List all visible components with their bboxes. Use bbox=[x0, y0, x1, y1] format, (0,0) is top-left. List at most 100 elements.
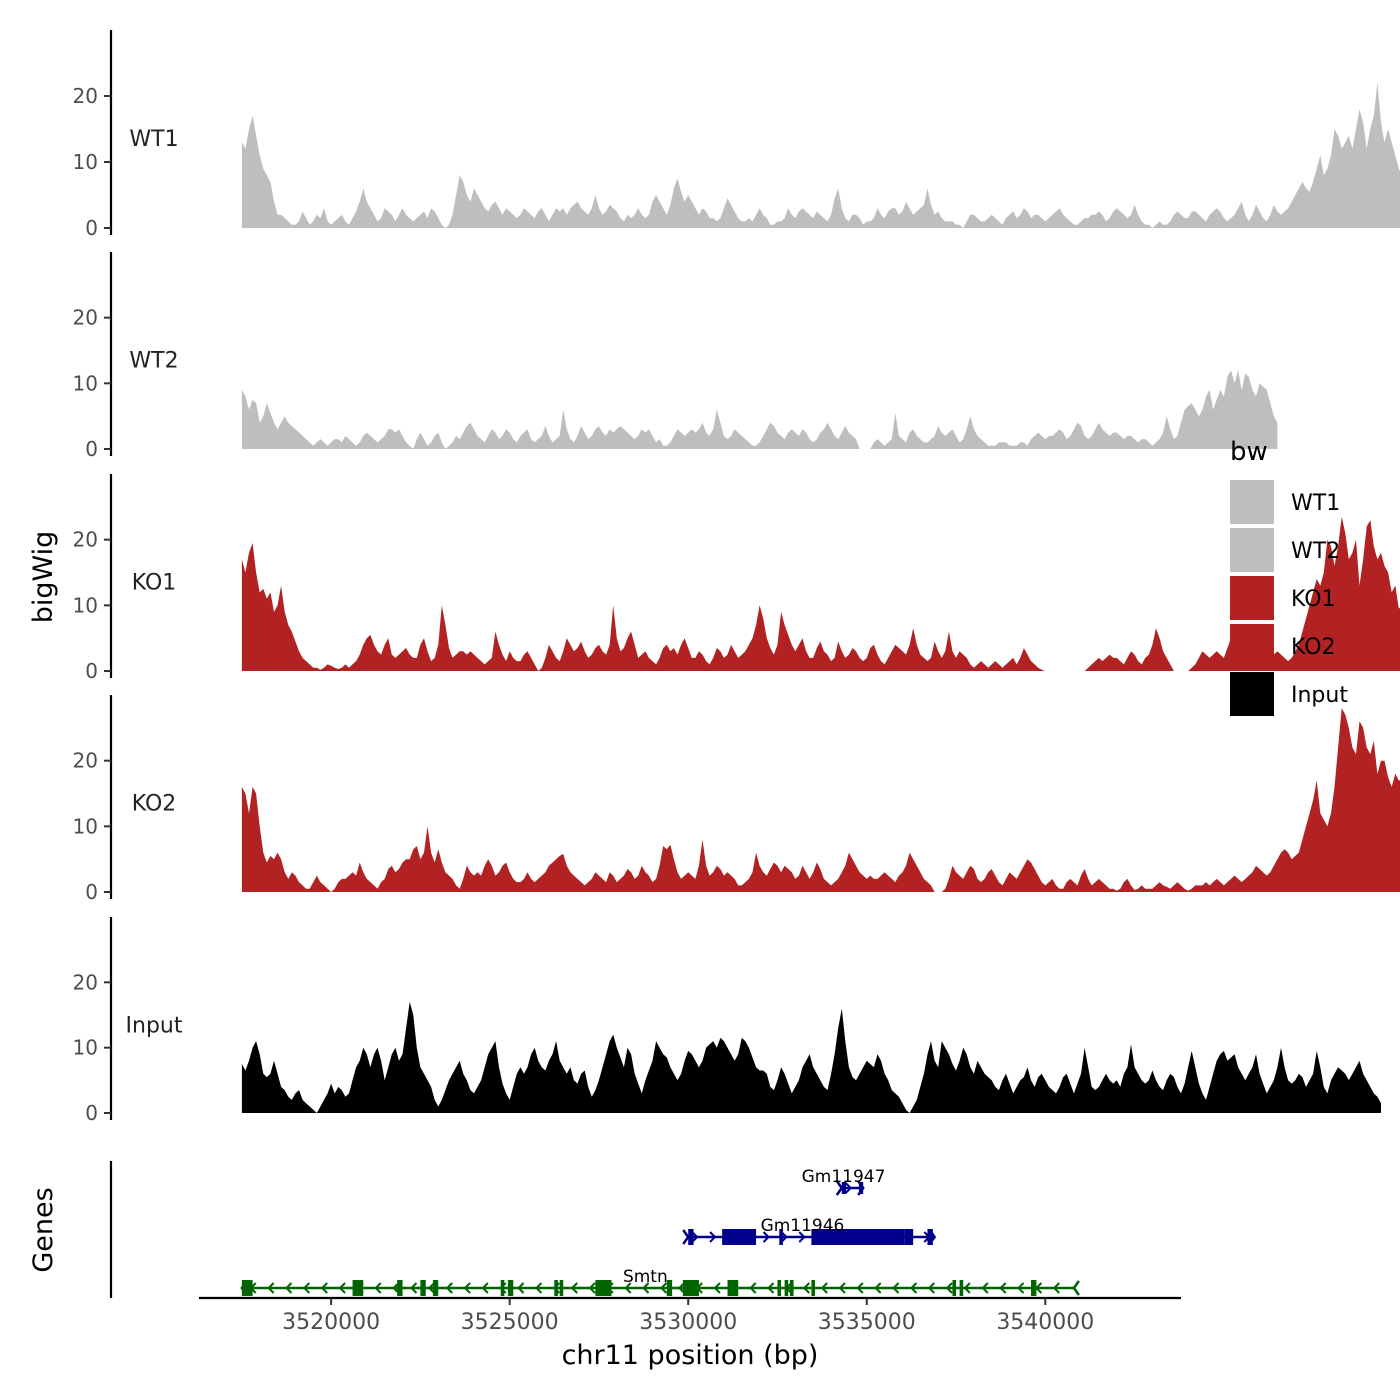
gm11947-strand-arrow bbox=[844, 1182, 853, 1194]
x-axis: 3520000 3525000 3530000 3535000 3540000 chr1… bbox=[199, 1296, 1181, 1371]
smtn-strand-arrow bbox=[267, 1282, 275, 1294]
genes-axis-title: Genes bbox=[28, 1187, 59, 1272]
smtn-start-cap bbox=[240, 1280, 248, 1296]
ko2-y-ticks: 0 10 20 bbox=[73, 749, 111, 904]
track-panel-ko2: KO2 0 10 20 bbox=[73, 695, 1400, 904]
legend: bw WT1 WT2 KO1 KO2 Input bbox=[1230, 437, 1348, 716]
gm11946-strand-arrow bbox=[905, 1231, 913, 1243]
smtn-strand-arrow bbox=[802, 1282, 810, 1294]
gm11946-strand-arrow bbox=[869, 1231, 878, 1243]
gm11946-strand-arrow bbox=[727, 1231, 735, 1243]
legend-swatch-input bbox=[1230, 672, 1274, 716]
gm11946-label: Gm11946 bbox=[761, 1216, 845, 1236]
smtn-strand-arrow bbox=[767, 1282, 775, 1294]
smtn-exon-19 bbox=[959, 1280, 964, 1296]
smtn-strand-arrow bbox=[624, 1282, 632, 1294]
input-coverage-area bbox=[241, 1001, 1381, 1113]
ko1-y-tick-label-20: 20 bbox=[73, 528, 98, 552]
smtn-exon-18 bbox=[952, 1280, 957, 1296]
smtn-exon-3 bbox=[397, 1280, 403, 1296]
smtn-strand-arrow bbox=[356, 1282, 364, 1294]
wt1-y-tick-label-10: 10 bbox=[73, 150, 98, 174]
smtn-strand-arrow bbox=[927, 1282, 935, 1294]
smtn-strand-arrow bbox=[552, 1282, 561, 1294]
smtn-strand-arrow bbox=[856, 1282, 864, 1294]
ko2-coverage-area bbox=[241, 708, 1400, 892]
smtn-exon-7 bbox=[507, 1280, 514, 1296]
legend-items: WT1 WT2 KO1 KO2 Input bbox=[1230, 480, 1348, 716]
gm11946-strand-arrow bbox=[816, 1231, 824, 1243]
smtn-strand-arrow bbox=[785, 1282, 793, 1294]
smtn-strand-arrow bbox=[1017, 1282, 1025, 1294]
gm11946-exon-5 bbox=[904, 1229, 914, 1245]
smtn-strand-arrow bbox=[374, 1282, 382, 1294]
gm11946-strand-arrow bbox=[887, 1231, 895, 1243]
wt1-y-tick-label-20: 20 bbox=[73, 84, 98, 108]
x-axis-ticks: 3520000 3525000 3530000 3535000 3540000 bbox=[282, 1298, 1094, 1335]
smtn-strand-arrow bbox=[695, 1282, 703, 1294]
smtn-strand-arrow bbox=[874, 1282, 882, 1294]
gm11947-strand-arrows bbox=[835, 1180, 865, 1196]
smtn-strand-arrows bbox=[240, 1280, 1080, 1296]
smtn-strand-arrow bbox=[249, 1282, 257, 1294]
gm11946-strand-arrow bbox=[834, 1231, 842, 1243]
gm11946-end-cap bbox=[928, 1229, 937, 1245]
gm11946-strand-arrow bbox=[798, 1231, 806, 1243]
smtn-strand-arrow bbox=[749, 1282, 757, 1294]
x-tick-label-3540000: 3540000 bbox=[996, 1310, 1094, 1335]
wt2-y-tick-label-20: 20 bbox=[73, 306, 98, 330]
gm11947-end-cap bbox=[857, 1180, 865, 1196]
smtn-exon-1 bbox=[241, 1280, 253, 1296]
smtn-strand-arrow bbox=[731, 1282, 739, 1294]
wt2-coverage-area bbox=[241, 370, 1278, 449]
smtn-strand-arrow bbox=[338, 1282, 346, 1294]
smtn-exon-5 bbox=[432, 1280, 439, 1296]
smtn-strand-arrow bbox=[677, 1282, 685, 1294]
gm11947-label: Gm11947 bbox=[802, 1167, 886, 1187]
ko1-coverage-area bbox=[241, 516, 1400, 671]
legend-label-wt2: WT2 bbox=[1291, 539, 1340, 564]
gm11947-exons bbox=[841, 1182, 864, 1194]
smtn-strand-arrow bbox=[1034, 1282, 1043, 1294]
smtn-strand-arrow bbox=[302, 1282, 311, 1294]
legend-label-input: Input bbox=[1291, 683, 1348, 708]
gm11946-strand-arrow bbox=[852, 1231, 860, 1243]
smtn-exon-9 bbox=[559, 1280, 564, 1296]
smtn-strand-arrow bbox=[999, 1282, 1007, 1294]
smtn-exon-14 bbox=[777, 1280, 782, 1296]
gm11946-strand-arrow bbox=[709, 1231, 717, 1243]
wt1-coverage-area bbox=[241, 82, 1400, 228]
smtn-exon-17 bbox=[811, 1280, 815, 1296]
smtn-strand-arrow bbox=[892, 1282, 900, 1294]
smtn-exon-11 bbox=[666, 1280, 673, 1296]
input-y-tick-label-0: 0 bbox=[85, 1101, 98, 1125]
legend-swatch-wt2 bbox=[1230, 528, 1274, 572]
smtn-end-cap bbox=[1072, 1280, 1080, 1296]
smtn-strand-arrow bbox=[945, 1282, 953, 1294]
gm11946-start-cap bbox=[682, 1229, 690, 1245]
gene-smtn: Smtn bbox=[240, 1267, 1080, 1296]
gm11947-exon-2 bbox=[858, 1182, 864, 1194]
gm11946-strand-arrow bbox=[744, 1231, 753, 1243]
smtn-strand-arrow bbox=[981, 1282, 989, 1294]
ko2-track-label: KO2 bbox=[132, 792, 177, 817]
x-tick-label-3530000: 3530000 bbox=[639, 1310, 737, 1335]
track-panel-ko1: KO1 0 10 20 bbox=[73, 474, 1400, 683]
wt2-y-tick-label-10: 10 bbox=[73, 371, 98, 395]
smtn-strand-arrow bbox=[517, 1282, 525, 1294]
input-y-tick-label-20: 20 bbox=[73, 970, 98, 994]
x-tick-label-3525000: 3525000 bbox=[461, 1310, 559, 1335]
gm11946-strand-arrow bbox=[923, 1231, 931, 1243]
gm11946-strand-arrows bbox=[682, 1229, 937, 1245]
gene-gm11946: Gm11946 bbox=[682, 1216, 937, 1245]
smtn-exon-6 bbox=[500, 1280, 505, 1296]
gm11946-strand-arrow bbox=[762, 1231, 770, 1243]
legend-swatch-ko2 bbox=[1230, 624, 1274, 668]
ko2-y-tick-label-10: 10 bbox=[73, 814, 98, 838]
smtn-strand-arrow bbox=[320, 1282, 328, 1294]
smtn-strand-arrow bbox=[820, 1282, 828, 1294]
legend-swatch-ko1 bbox=[1230, 576, 1274, 620]
ko2-y-tick-label-0: 0 bbox=[85, 880, 98, 904]
gm11946-strand-arrow bbox=[691, 1231, 699, 1243]
smtn-label: Smtn bbox=[623, 1267, 668, 1287]
